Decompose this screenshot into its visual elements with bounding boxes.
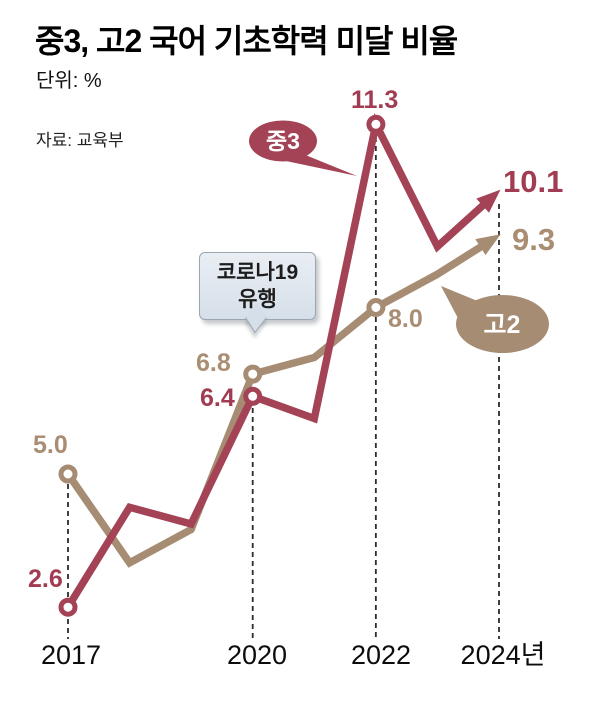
source-label: 자료: 교육부 xyxy=(36,131,124,150)
unit-label: 단위: % xyxy=(36,70,102,92)
marker-고2-2017 xyxy=(58,464,78,484)
series-arrowhead-중3 xyxy=(476,189,501,213)
x-axis-tick-2020: 2020 xyxy=(226,640,288,670)
marker-중3-2017 xyxy=(58,597,78,617)
jung3-badge-label: 중3 xyxy=(266,128,300,154)
series-line-고2 xyxy=(64,240,489,568)
jung3-value-2020: 6.4 xyxy=(200,384,235,412)
page-title: 중3, 고2 국어 기초학력 미달 비율 xyxy=(35,23,458,59)
series-line-중3 xyxy=(64,113,491,610)
jung3-badge-tail xyxy=(286,152,357,176)
go2-badge-bubble xyxy=(456,295,549,353)
jung3-value-2017: 2.6 xyxy=(28,565,63,593)
go2-badge-tail xyxy=(441,286,480,324)
covid-callout-line2: 유행 xyxy=(238,288,277,311)
jung3-badge: 중3 xyxy=(249,120,357,176)
x-axis-tick-2022: 2022 xyxy=(350,640,412,670)
marker-중3-2022 xyxy=(366,114,386,134)
go2-value-2024: 9.3 xyxy=(512,222,556,257)
marker-고2-2022 xyxy=(366,298,386,317)
go2-badge: 고2 xyxy=(441,286,549,353)
covid-callout: 코로나19 유행 xyxy=(199,252,316,320)
go2-value-2020: 6.8 xyxy=(196,349,231,377)
marker-중3-2020 xyxy=(243,386,263,406)
series-arrowhead-고2 xyxy=(475,234,501,256)
x-axis-tick-2017: 2017 xyxy=(40,640,102,670)
jung3-badge-bubble xyxy=(249,120,317,162)
covid-callout-line1: 코로나19 xyxy=(216,261,299,284)
jung3-value-2022: 11.3 xyxy=(351,86,399,114)
jung3-value-2024: 10.1 xyxy=(503,164,564,199)
x-axis-tick-2024: 2024년 xyxy=(460,640,546,670)
chart-series-layer xyxy=(58,113,501,639)
go2-value-2022: 8.0 xyxy=(388,305,423,333)
go2-value-2017: 5.0 xyxy=(33,431,68,459)
go2-badge-label: 고2 xyxy=(484,311,521,339)
marker-고2-2020 xyxy=(243,364,263,384)
